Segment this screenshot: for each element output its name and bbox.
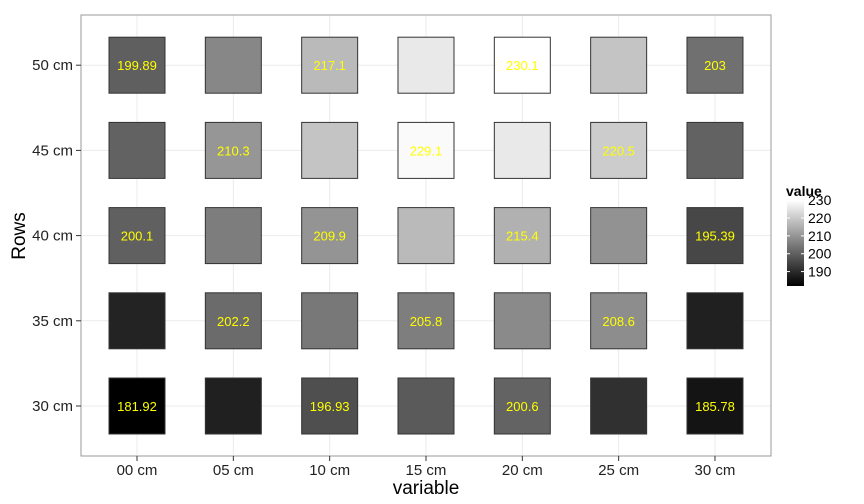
- heatmap-tile: [397, 292, 455, 350]
- x-tick-label: 00 cm: [117, 462, 158, 479]
- cell-value-label: 200.1: [121, 229, 154, 244]
- heatmap-tile: [686, 36, 744, 94]
- cell-value-label: 200.6: [506, 399, 539, 414]
- legend-tick-label: 210: [808, 228, 832, 244]
- heatmap-tile: [204, 121, 262, 179]
- heatmap-tile: [493, 377, 551, 435]
- heatmap-tile: [204, 377, 262, 435]
- heatmap-tile: [301, 292, 359, 350]
- cell-value-label: 230.1: [506, 58, 539, 73]
- y-tick-label: 35 cm: [32, 313, 73, 330]
- heatmap-tile: [590, 207, 648, 265]
- cell-labels: 199.89 217.1 230.1 203 210.3 229.1 220.5 200.1 2…: [117, 58, 735, 414]
- heatmap-tile: [108, 121, 166, 179]
- x-tick-label: 10 cm: [309, 462, 350, 479]
- heatmap-tile: [301, 207, 359, 265]
- x-axis: 00 cm 05 cm 10 cm 15 cm 20 cm 25 cm 30 cm: [117, 456, 736, 479]
- heatmap-tile: [397, 377, 455, 435]
- legend-tick-label: 190: [808, 264, 832, 280]
- heatmap-tile: [108, 207, 166, 265]
- heatmap-tile: [590, 292, 648, 350]
- heatmap-tile: [493, 36, 551, 94]
- x-tick-label: 20 cm: [502, 462, 543, 479]
- heatmap-tile: [301, 121, 359, 179]
- x-tick-label: 30 cm: [695, 462, 736, 479]
- x-tick-label: 15 cm: [406, 462, 447, 479]
- legend-tick-label: 220: [808, 210, 832, 226]
- heatmap-tile: [397, 36, 455, 94]
- cell-value-label: 196.93: [310, 399, 350, 414]
- y-axis: 30 cm 35 cm 40 cm 45 cm 50 cm: [32, 57, 81, 415]
- legend-tick-label: 200: [808, 246, 832, 262]
- cell-value-label: 195.39: [695, 229, 735, 244]
- cell-value-label: 185.78: [695, 399, 735, 414]
- cell-value-label: 215.4: [506, 229, 539, 244]
- y-tick-label: 45 cm: [32, 142, 73, 159]
- cell-value-label: 181.92: [117, 399, 157, 414]
- legend: value 230 220 210 200 190: [786, 183, 832, 286]
- heatmap-tiles: [108, 36, 744, 435]
- heatmap-tile: [301, 377, 359, 435]
- cell-value-label: 229.1: [410, 143, 443, 158]
- legend-tick-label: 230: [808, 192, 832, 208]
- heatmap-tile: [590, 121, 648, 179]
- y-tick-label: 40 cm: [32, 228, 73, 245]
- heatmap-tile: [686, 121, 744, 179]
- heatmap-tile: [590, 36, 648, 94]
- heatmap-tile: [397, 121, 455, 179]
- heatmap-tile: [493, 207, 551, 265]
- x-axis-title: variable: [393, 478, 460, 499]
- heatmap-tile: [204, 36, 262, 94]
- cell-value-label: 202.2: [217, 314, 250, 329]
- x-tick-label: 05 cm: [213, 462, 254, 479]
- cell-value-label: 220.5: [602, 143, 635, 158]
- y-axis-title: Rows: [9, 212, 30, 260]
- y-tick-label: 50 cm: [32, 57, 73, 74]
- heatmap-tile: [301, 36, 359, 94]
- legend-ticks: 230 220 210 200 190: [787, 192, 832, 280]
- heatmap-tile: [686, 292, 744, 350]
- heatmap-tile: [590, 377, 648, 435]
- heatmap-tile: [686, 377, 744, 435]
- cell-value-label: 203: [704, 58, 726, 73]
- cell-value-label: 210.3: [217, 143, 250, 158]
- heatmap-tile: [204, 292, 262, 350]
- cell-value-label: 217.1: [313, 58, 346, 73]
- cell-value-label: 199.89: [117, 58, 157, 73]
- heatmap-tile: [108, 292, 166, 350]
- heatmap-tile: [108, 36, 166, 94]
- heatmap-tile: [686, 207, 744, 265]
- cell-value-label: 208.6: [602, 314, 635, 329]
- heatmap-tile: [493, 121, 551, 179]
- heatmap-tile: [397, 207, 455, 265]
- heatmap-tile: [493, 292, 551, 350]
- cell-value-label: 205.8: [410, 314, 443, 329]
- heatmap-tile: [204, 207, 262, 265]
- y-tick-label: 30 cm: [32, 398, 73, 415]
- x-tick-label: 25 cm: [598, 462, 639, 479]
- heatmap-tile: [108, 377, 166, 435]
- cell-value-label: 209.9: [313, 229, 346, 244]
- legend-title: value: [786, 183, 822, 199]
- legend-colorbar: [787, 200, 804, 286]
